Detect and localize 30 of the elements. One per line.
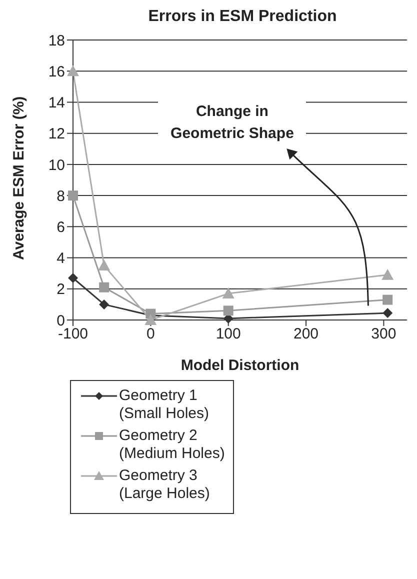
x-tick-label: 300: [371, 326, 396, 343]
y-tick-label: 14: [48, 94, 65, 112]
y-tick-label: 10: [48, 156, 65, 174]
point: [98, 260, 110, 271]
y-tick-label: 12: [48, 126, 65, 143]
point: [68, 273, 78, 283]
y-tick-label: 2: [56, 281, 65, 298]
y-axis-title: Average ESM Error (%): [10, 96, 28, 260]
point: [223, 306, 234, 316]
legend-label: Geometry 3 (Large Holes): [119, 467, 210, 503]
point: [382, 308, 393, 318]
x-tick-label: 0: [146, 326, 155, 343]
legend-label: Geometry 1 (Small Holes): [119, 387, 210, 423]
y-tick-label: 8: [56, 188, 65, 205]
point: [99, 299, 110, 310]
x-axis-title: Model Distortion: [180, 357, 300, 374]
x-tick-label: 100: [216, 326, 241, 343]
y-tick-label: 16: [48, 63, 65, 80]
y-tick-label: 18: [48, 32, 65, 50]
point: [382, 268, 394, 280]
x-tick-label: 200: [294, 326, 319, 343]
point: [222, 288, 234, 299]
chart-title: Errors in ESM Prediction: [147, 8, 338, 26]
point: [99, 282, 110, 292]
legend-label: Geometry 2 (Medium Holes): [119, 427, 225, 463]
y-tick-label: 6: [56, 218, 65, 236]
point: [144, 314, 157, 325]
annotation: Change in Geometric Shape: [158, 99, 306, 148]
y-tick-label: 4: [56, 250, 65, 268]
point: [382, 294, 393, 305]
